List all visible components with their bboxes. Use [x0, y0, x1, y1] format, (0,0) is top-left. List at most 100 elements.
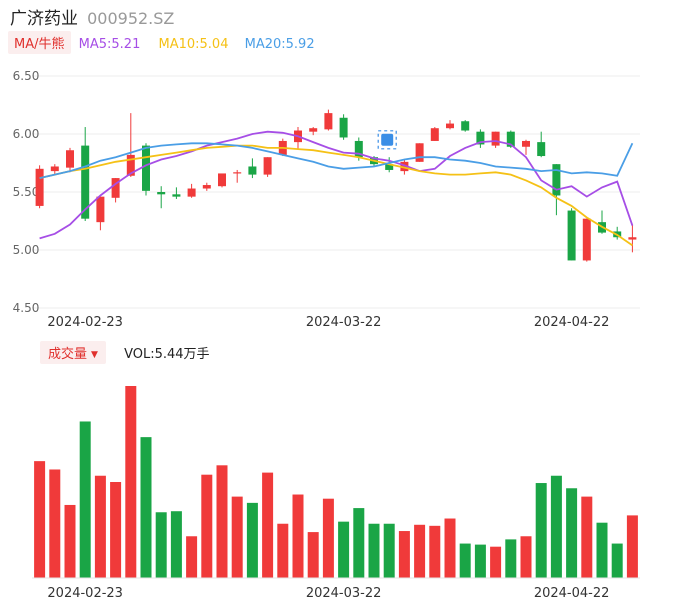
volume-bar [231, 496, 243, 578]
x-tick-label: 2024-03-22 [306, 315, 382, 330]
y-tick-label: 6.50 [13, 69, 40, 83]
x-tick-label: 2024-04-22 [534, 586, 610, 601]
candle [35, 165, 44, 209]
candle [430, 127, 439, 141]
candle [142, 143, 150, 196]
candle [415, 143, 424, 162]
ma10-line [39, 144, 633, 247]
volume-bar [186, 536, 198, 578]
volume-bar [414, 524, 426, 578]
candle-body [582, 218, 591, 261]
volume-bar [444, 518, 456, 578]
stock-header: 广济药业 000952.SZ [10, 4, 175, 29]
volume-bar [140, 437, 152, 578]
volume-legend: 成交量 ▼ VOL:5.44万手 [40, 341, 210, 364]
volume-bar [34, 461, 46, 578]
candle [66, 147, 74, 173]
candle [96, 196, 105, 231]
volume-chart[interactable]: 2024-02-23 2024-03-22 2024-04-22 [0, 356, 686, 606]
volume-value-label: VOL:5.44万手 [124, 347, 210, 362]
volume-bar [353, 508, 365, 578]
volume-bar [368, 523, 380, 578]
candle [126, 113, 135, 177]
volume-bar [581, 496, 593, 578]
candle [324, 109, 333, 131]
volume-bar [246, 502, 258, 578]
volume-bar [216, 465, 228, 578]
candle-body [126, 154, 135, 176]
volume-bar [535, 483, 547, 578]
candle-body [66, 150, 74, 168]
candle [309, 127, 318, 136]
volume-bar [505, 539, 517, 578]
candle-body [142, 145, 150, 191]
candle [172, 187, 181, 199]
y-tick-label: 5.00 [13, 243, 40, 257]
volume-bar [474, 544, 486, 578]
candle-body [81, 145, 90, 219]
candle [537, 131, 546, 158]
x-tick-label: 2024-03-22 [306, 586, 382, 601]
candle-body [96, 196, 105, 223]
volume-bar [338, 521, 350, 578]
volume-bar [292, 494, 304, 578]
candle-body [628, 237, 637, 240]
volume-bar [277, 523, 289, 578]
ma-selector-button[interactable]: MA/牛熊 [8, 31, 71, 54]
ma20-label: MA20:5.92 [244, 37, 315, 52]
y-tick-label: 4.50 [13, 301, 40, 315]
candle-body [354, 140, 363, 158]
candle [598, 210, 606, 234]
candle [461, 120, 470, 132]
event-marker-frame [377, 130, 397, 150]
volume-selector-button[interactable]: 成交量 ▼ [40, 341, 106, 364]
candle [202, 182, 211, 191]
candle [491, 131, 500, 148]
stock-code: 000952.SZ [87, 9, 175, 28]
candle-body [263, 157, 272, 175]
candle [446, 120, 454, 130]
candle-body [187, 188, 196, 197]
volume-bar [170, 511, 182, 578]
candle [157, 186, 166, 209]
candle-body [522, 140, 530, 147]
candle-body [35, 168, 44, 206]
volume-bar [322, 498, 334, 578]
volume-bar [566, 488, 578, 578]
candle [81, 127, 90, 221]
candle-body [50, 166, 59, 172]
candle-body [430, 128, 439, 141]
candle-body [309, 128, 318, 132]
candle [628, 224, 637, 253]
volume-bar [626, 515, 638, 578]
candle [50, 164, 59, 175]
candle-body [537, 142, 546, 157]
ma5-label: MA5:5.21 [78, 37, 141, 52]
candle [522, 139, 530, 155]
candle [263, 157, 272, 177]
volume-bar [459, 543, 471, 578]
candle-body [400, 161, 409, 172]
candle-body [339, 117, 348, 138]
candle-body [324, 113, 333, 130]
volume-bar [110, 482, 122, 578]
x-tick-label: 2024-04-22 [534, 315, 610, 330]
volume-bar [94, 475, 106, 578]
x-tick-label: 2024-02-23 [47, 586, 123, 601]
stock-name: 广济药业 [10, 9, 78, 29]
candle-body [248, 166, 257, 175]
price-chart[interactable]: 6.50 6.00 5.50 5.00 4.50 2024-02-23 2024-03-22… [0, 0, 686, 340]
candle [218, 173, 226, 188]
y-tick-label: 5.50 [13, 185, 40, 199]
candle-body [506, 131, 515, 147]
volume-bar [49, 469, 61, 578]
y-tick-label: 6.00 [13, 127, 40, 141]
ma-legend: MA/牛熊 MA5:5.21 MA10:5.04 MA20:5.92 [8, 31, 315, 54]
candle [111, 178, 120, 203]
candle-body [476, 131, 485, 145]
volume-bar [520, 536, 532, 578]
volume-bar [596, 522, 608, 578]
candle-body [461, 121, 470, 131]
event-marker-icon [381, 133, 394, 146]
candle [476, 129, 485, 148]
